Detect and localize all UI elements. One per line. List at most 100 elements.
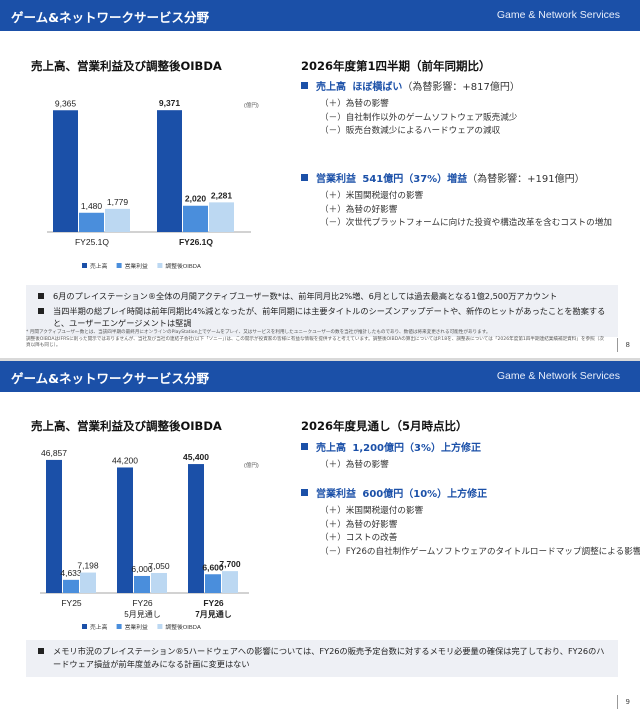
bar-op-income <box>205 574 221 593</box>
sales-headline: 売上高 ほぼ横ばい（為替影響：+817億円） <box>301 80 631 95</box>
page-number: 8 <box>625 341 630 349</box>
bullet-square-icon <box>301 82 308 89</box>
op-income-section: 営業利益 600億円（10%）上方修正 （＋）米国関税還付の影響 （＋）為替の好… <box>301 487 640 560</box>
page-number: 9 <box>625 698 630 706</box>
bar-oibda <box>209 202 234 232</box>
bullet-square-icon <box>38 648 44 654</box>
sales-section: 売上高 1,200億円（3%）上方修正 （＋）為替の影響 <box>301 441 631 473</box>
category-label: FY26 <box>203 598 224 608</box>
bullet-square-icon <box>38 307 44 314</box>
data-label: 7,700 <box>219 559 241 569</box>
bar-oibda <box>80 572 96 593</box>
page-divider <box>617 338 618 352</box>
data-label: 1,779 <box>107 197 129 207</box>
unit-label: (億円) <box>244 101 259 109</box>
legend-entry: 営業利益 <box>125 262 148 270</box>
list-item: （－）FY26の自社制作ゲームソフトウェアのタイトルロードマップ調整による影響 <box>320 547 640 558</box>
category-label: FY26.1Q <box>179 237 213 247</box>
list-item: （＋）コストの改善 <box>320 533 398 544</box>
data-label: 46,857 <box>41 448 67 458</box>
bar-sales <box>46 459 62 593</box>
slide-subtitle: Game & Network Services <box>496 370 620 382</box>
bullet-square-icon <box>38 293 44 299</box>
footnotes: * 月間アクティブユーザー数とは、当該四半期の最終月にオンラインのPlaySta… <box>26 330 606 350</box>
legend-swatch <box>116 624 122 629</box>
data-label: 4,633 <box>60 568 82 578</box>
legend-entry: 売上高 <box>90 262 108 270</box>
data-label: 9,371 <box>159 98 181 108</box>
slide-page-9: ゲーム&ネットワークサービス分野 Game & Network Services… <box>0 361 640 719</box>
list-item: （＋）為替の好影響 <box>320 519 398 530</box>
slide-title: ゲーム&ネットワークサービス分野 <box>11 10 210 25</box>
slide-page-8: ゲーム&ネットワークサービス分野 Game & Network Services… <box>0 0 640 358</box>
note-item: 6月のプレイステーション®全体の月間アクティブユーザー数*は、前年同月比2%増、… <box>34 290 610 303</box>
bar-chart: (億円) 9,365 1,480 1,779 FY25.1Q 9,371 2,020 2,28… <box>47 98 259 270</box>
legend-entry: 営業利益 <box>125 623 148 631</box>
data-label: 2,020 <box>185 194 207 204</box>
bullet-square-icon <box>301 489 308 496</box>
category-sublabel: 5月見通し <box>124 609 160 619</box>
note-item: 当四半期の総プレイ時間は前年同期比4%減となったが、前年同期には主要タイトルのシ… <box>34 305 610 330</box>
bar-sales <box>53 110 78 232</box>
bar-sales <box>188 464 204 593</box>
legend-entry: 売上高 <box>90 623 108 631</box>
list-item: （－）自社制作以外のゲームソフトウェア販売減少 <box>320 112 518 123</box>
slide-separator <box>0 358 640 361</box>
legend-swatch <box>82 263 87 268</box>
bar-oibda <box>105 208 130 232</box>
op-income-headline: 営業利益 541億円（37%）増益（為替影響：+191億円） <box>301 172 631 187</box>
bar-oibda <box>222 571 238 593</box>
chart-title: 売上高、営業利益及び調整後OIBDA <box>31 59 222 73</box>
chart-title: 売上高、営業利益及び調整後OIBDA <box>31 419 222 433</box>
bullet-square-icon <box>301 174 308 181</box>
op-income-section: 営業利益 541億円（37%）増益（為替影響：+191億円） （＋）米国関税還付… <box>301 172 631 231</box>
bar-oibda <box>151 572 167 593</box>
list-item: （－）次世代プラットフォームに向けた投資や構造改革を含むコストの増加 <box>320 218 612 229</box>
data-label: 45,400 <box>183 452 209 462</box>
bar-op-income <box>183 205 208 232</box>
bar-op-income <box>134 575 150 593</box>
sales-headline: 売上高 1,200億円（3%）上方修正 <box>301 441 631 456</box>
slide-title: ゲーム&ネットワークサービス分野 <box>11 371 210 386</box>
list-item: （＋）為替の好影響 <box>320 204 398 215</box>
data-label: 7,198 <box>77 561 99 571</box>
slide-header: ゲーム&ネットワークサービス分野 Game & Network Services <box>0 361 640 392</box>
note-item: メモリ市況のプレイステーション®5ハードウェアへの影響については、FY26の販売… <box>34 645 610 670</box>
footnote: * 月間アクティブユーザー数とは、当該四半期の最終月にオンラインのPlaySta… <box>26 330 491 335</box>
category-label: FY25.1Q <box>75 237 109 247</box>
page-divider <box>617 695 618 709</box>
data-label: 9,365 <box>55 98 77 108</box>
list-item: （＋）為替の影響 <box>320 99 389 109</box>
bar-sales <box>157 110 182 232</box>
bar-op-income <box>79 212 104 232</box>
legend-entry: 調整後OIBDA <box>165 262 201 270</box>
data-label: 2,281 <box>211 190 233 200</box>
unit-label: (億円) <box>244 461 259 469</box>
legend-swatch <box>157 263 163 268</box>
legend-swatch <box>157 624 163 629</box>
bar-op-income <box>63 579 79 593</box>
category-label: FY26 <box>132 598 153 608</box>
category-sublabel: 7月見通し <box>195 609 231 619</box>
data-label: 44,200 <box>112 455 138 465</box>
list-item: （＋）米国関税還付の影響 <box>320 506 424 516</box>
legend-swatch <box>82 624 87 629</box>
section-title: 2026年度見通し（5月時点比） <box>301 419 468 433</box>
notes-box: 6月のプレイステーション®全体の月間アクティブユーザー数*は、前年同月比2%増、… <box>26 285 618 337</box>
data-label: 6,600 <box>202 562 224 572</box>
data-label: 6,000 <box>131 564 153 574</box>
legend-entry: 調整後OIBDA <box>165 623 201 631</box>
slide-header: ゲーム&ネットワークサービス分野 Game & Network Services <box>0 0 640 31</box>
category-label: FY25 <box>61 598 82 608</box>
slide-subtitle: Game & Network Services <box>496 9 620 21</box>
section-title: 2026年度第1四半期（前年同期比） <box>301 59 491 73</box>
data-label: 1,480 <box>81 201 103 211</box>
data-label: 7,050 <box>148 561 170 571</box>
legend-swatch <box>116 263 122 268</box>
bar-sales <box>117 467 133 593</box>
bullet-square-icon <box>301 443 308 450</box>
list-item: （－）販売台数減少によるハードウェアの減収 <box>320 126 501 137</box>
notes-box: メモリ市況のプレイステーション®5ハードウェアへの影響については、FY26の販売… <box>26 640 618 677</box>
footnote: 調整後OIBDAはIFRSに則った開示ではありませんが、当社及び当社の連結子会社… <box>26 336 604 349</box>
